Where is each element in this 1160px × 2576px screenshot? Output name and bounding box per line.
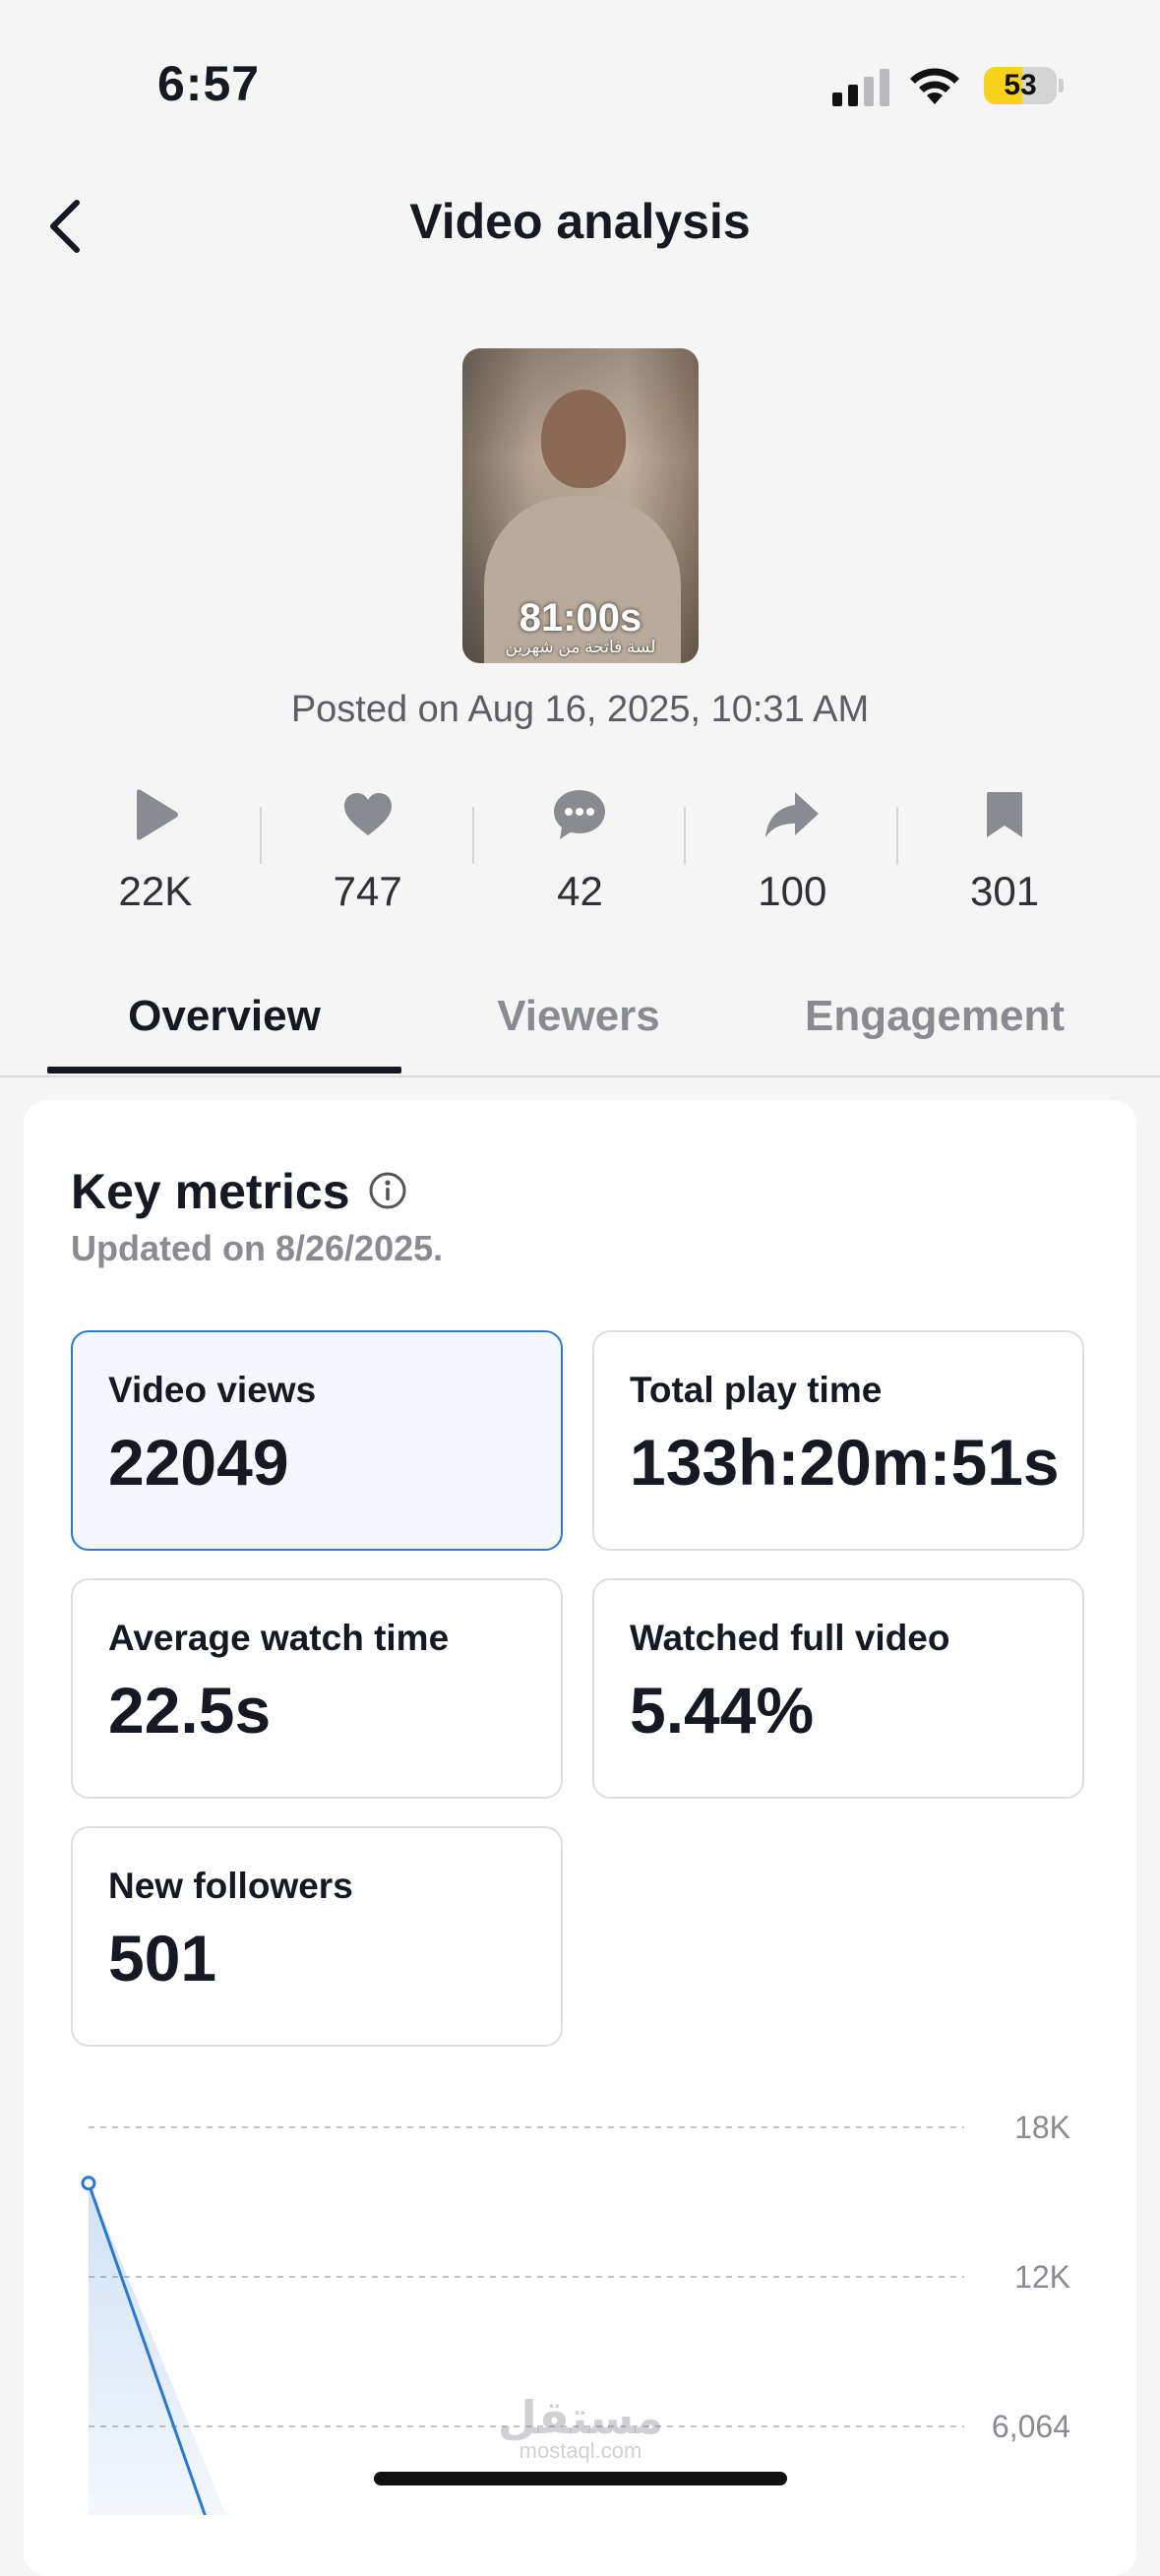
video-caption: لسة فاتحة من شهرين bbox=[505, 638, 656, 656]
y-tick-label: 18K bbox=[1014, 2110, 1070, 2145]
play-icon bbox=[126, 785, 185, 844]
stat-plays: 22K bbox=[49, 777, 262, 935]
metric-new-followers[interactable]: New followers 501 bbox=[71, 1826, 563, 2047]
battery-icon: 53 bbox=[984, 67, 1064, 104]
watermark-logo: مستقل mostaql.com bbox=[497, 2391, 664, 2463]
page-title: Video analysis bbox=[409, 194, 751, 249]
metric-watched-full-video[interactable]: Watched full video 5.44% bbox=[592, 1578, 1084, 1799]
y-tick-label: 12K bbox=[1014, 2259, 1070, 2295]
video-thumbnail[interactable]: 81:00s لسة فاتحة من شهرين bbox=[462, 348, 699, 663]
updated-date: Updated on 8/26/2025. bbox=[71, 1228, 444, 1268]
tab-overview[interactable]: Overview bbox=[128, 992, 321, 1040]
metric-average-watch-time[interactable]: Average watch time 22.5s bbox=[71, 1578, 563, 1799]
back-button[interactable] bbox=[33, 187, 96, 266]
tab-engagement[interactable]: Engagement bbox=[804, 992, 1066, 1040]
heart-icon bbox=[338, 785, 397, 844]
bookmark-icon bbox=[975, 785, 1034, 844]
stat-comments: 42 bbox=[474, 777, 687, 935]
engagement-stats: 22K 747 42 100 301 bbox=[49, 777, 1111, 935]
tab-viewers[interactable]: Viewers bbox=[497, 992, 660, 1040]
posted-date: Posted on Aug 16, 2025, 10:31 AM bbox=[290, 689, 870, 730]
wifi-icon bbox=[910, 68, 959, 104]
video-duration: 81:00s bbox=[519, 596, 642, 640]
status-bar: 6:57 53 bbox=[0, 0, 1160, 167]
key-metrics-card: Key metrics Updated on 8/26/2025. Video … bbox=[24, 1100, 1136, 2576]
cellular-signal-icon bbox=[832, 69, 889, 106]
metric-total-play-time[interactable]: Total play time 133h:20m:51s bbox=[592, 1330, 1084, 1551]
status-time: 6:57 bbox=[157, 56, 261, 111]
battery-percent: 53 bbox=[1004, 69, 1037, 101]
home-indicator bbox=[374, 2472, 787, 2485]
series-line bbox=[87, 2182, 207, 2515]
stat-shares: 100 bbox=[686, 777, 899, 935]
data-point[interactable] bbox=[81, 2176, 96, 2191]
key-metrics-title: Key metrics bbox=[71, 1164, 350, 1219]
active-tab-indicator bbox=[47, 1067, 401, 1073]
series-area bbox=[89, 2182, 226, 2515]
video-views-chart: 18K 12K 6,064 bbox=[81, 2110, 1070, 2515]
stat-saves: 301 bbox=[898, 777, 1111, 935]
stat-likes: 747 bbox=[262, 777, 474, 935]
comment-icon bbox=[550, 785, 609, 844]
y-tick-label: 6,064 bbox=[992, 2409, 1070, 2444]
analysis-tabs: Overview Viewers Engagement bbox=[0, 974, 1160, 1077]
share-icon bbox=[763, 785, 822, 844]
info-icon[interactable] bbox=[368, 1171, 407, 1210]
metric-video-views[interactable]: Video views 22049 bbox=[71, 1330, 563, 1551]
chevron-left-icon bbox=[50, 200, 80, 253]
